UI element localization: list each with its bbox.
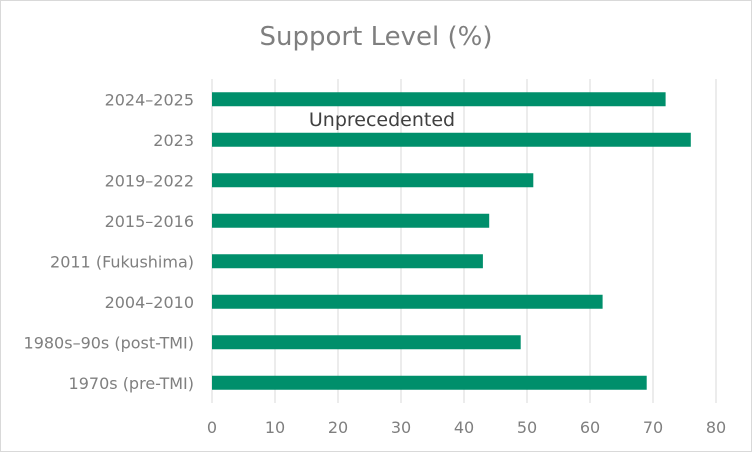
- x-tick-label-50: 50: [517, 418, 537, 437]
- annotations: Unprecedented: [309, 109, 455, 131]
- bar-5: [212, 294, 603, 309]
- bar-7: [212, 375, 647, 390]
- bar-0: [212, 92, 666, 107]
- category-label-5: 2004–2010: [105, 293, 194, 312]
- x-tick-label-20: 20: [328, 418, 348, 437]
- bar-3: [212, 213, 490, 228]
- chart-title: Support Level (%): [260, 22, 493, 52]
- category-labels: 2024–2025 2023 2019–2022 2015–2016 2011 (Fuk…: [24, 90, 194, 393]
- x-tick-label-70: 70: [643, 418, 663, 437]
- bar-6: [212, 335, 521, 350]
- x-tick-label-10: 10: [265, 418, 285, 437]
- gridlines: [211, 79, 717, 403]
- x-tick-label-60: 60: [580, 418, 600, 437]
- bar-1: [212, 132, 691, 147]
- x-tick-labels: 0 10 20 30 40 50 60 70 80: [207, 418, 726, 437]
- category-label-6: 1980s–90s (post-TMI): [24, 333, 194, 352]
- category-label-4: 2011 (Fukushima): [50, 252, 194, 271]
- bars: [212, 92, 691, 390]
- bar-4: [212, 254, 483, 269]
- annotation-label: Unprecedented: [309, 109, 455, 131]
- bar-2: [212, 173, 534, 188]
- category-label-7: 1970s (pre-TMI): [69, 374, 194, 393]
- category-label-0: 2024–2025: [105, 90, 194, 109]
- x-tick-label-0: 0: [207, 418, 217, 437]
- x-tick-label-30: 30: [391, 418, 411, 437]
- category-label-2: 2019–2022: [105, 171, 194, 190]
- category-label-3: 2015–2016: [105, 212, 194, 231]
- x-tick-label-80: 80: [706, 418, 726, 437]
- category-label-1: 2023: [153, 131, 194, 150]
- x-tick-label-40: 40: [454, 418, 474, 437]
